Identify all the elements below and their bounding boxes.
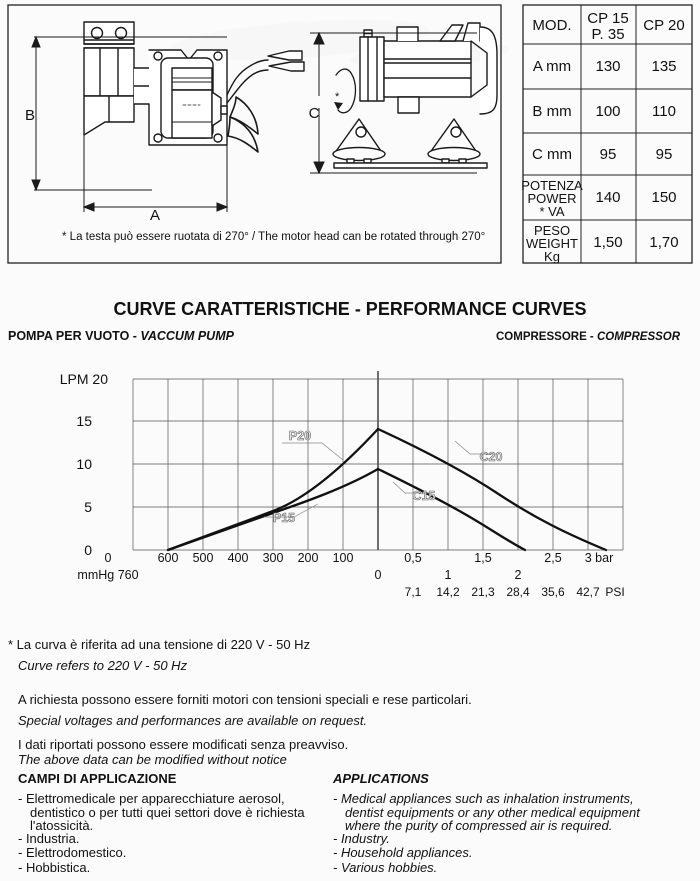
svg-text:35,6: 35,6 [541, 585, 565, 599]
svg-text:C: C [309, 105, 320, 122]
svg-text:C20: C20 [480, 450, 503, 464]
svg-text:28,4: 28,4 [506, 585, 530, 599]
svg-text:0: 0 [375, 568, 382, 582]
svg-text:150: 150 [651, 189, 676, 206]
svg-text:15: 15 [76, 413, 92, 429]
svg-text:* La testa può essere ruotata: * La testa può essere ruotata di 270° / … [62, 231, 485, 243]
svg-text:CP 20: CP 20 [643, 17, 684, 34]
svg-text:- Industry.: - Industry. [333, 831, 390, 846]
svg-text:P15: P15 [273, 511, 295, 525]
svg-text:POMPA PER VUOTO - VACCUM PUMP: POMPA PER VUOTO - VACCUM PUMP [8, 329, 235, 343]
svg-text:1,5: 1,5 [474, 551, 491, 565]
svg-text:42,7: 42,7 [576, 585, 600, 599]
svg-text:0: 0 [84, 542, 92, 558]
svg-text:10: 10 [76, 456, 92, 472]
svg-text:100: 100 [333, 551, 354, 565]
svg-text:P20: P20 [289, 429, 311, 443]
svg-text:5: 5 [84, 499, 92, 515]
svg-text:APPLICATIONS: APPLICATIONS [332, 771, 429, 786]
svg-text:2,5: 2,5 [544, 551, 561, 565]
svg-text:C mm: C mm [532, 146, 572, 163]
svg-text:*: * [335, 91, 340, 103]
svg-text:- Elettromedicale per apparecc: - Elettromedicale per apparecchiature ae… [18, 791, 285, 806]
svg-text:- Elettrodomestico.: - Elettrodomestico. [18, 845, 126, 860]
svg-text:200: 200 [298, 551, 319, 565]
svg-text:95: 95 [656, 146, 673, 163]
svg-text:110: 110 [652, 103, 676, 120]
svg-text:B mm: B mm [532, 103, 571, 120]
svg-text:0,5: 0,5 [404, 551, 421, 565]
svg-text:CP 15: CP 15 [587, 10, 628, 27]
svg-text:- Industria.: - Industria. [18, 831, 79, 846]
svg-text:300: 300 [263, 551, 284, 565]
svg-text:A mm: A mm [533, 58, 571, 75]
svg-text:PSI: PSI [605, 585, 624, 599]
svg-text:21,3: 21,3 [471, 585, 495, 599]
svg-text:1,50: 1,50 [593, 234, 622, 251]
svg-text:* La curva è riferita ad una t: * La curva è riferita ad una tensione di… [8, 637, 310, 652]
svg-text:Curve refers to 220 V - 50 Hz: Curve refers to 220 V - 50 Hz [18, 658, 188, 673]
svg-text:B: B [25, 107, 35, 124]
svg-text:The above data can be modified: The above data can be modified without n… [18, 752, 287, 767]
svg-text:95: 95 [600, 146, 617, 163]
svg-text:1,70: 1,70 [649, 234, 678, 251]
svg-text:mmHg 760: mmHg 760 [77, 568, 138, 582]
svg-text:* VA: * VA [539, 204, 564, 219]
svg-text:- Hobbistica.: - Hobbistica. [18, 860, 90, 875]
svg-text:14,2: 14,2 [436, 585, 460, 599]
svg-text:- Various hobbies.: - Various hobbies. [333, 860, 437, 875]
svg-text:LPM 20: LPM 20 [60, 371, 108, 387]
svg-text:CAMPI DI APPLICAZIONE: CAMPI DI APPLICAZIONE [18, 771, 177, 786]
svg-text:COMPRESSORE - COMPRESSOR: COMPRESSORE - COMPRESSOR [496, 331, 681, 343]
svg-text:- Household appliances.: - Household appliances. [333, 845, 472, 860]
svg-text:7,1: 7,1 [405, 585, 422, 599]
svg-text:A richiesta possono essere for: A richiesta possono essere forniti motor… [18, 692, 472, 707]
svg-text:130: 130 [595, 58, 620, 75]
svg-text:3 bar: 3 bar [585, 551, 614, 565]
svg-text:1: 1 [445, 568, 452, 582]
svg-text:2: 2 [515, 568, 522, 582]
svg-text:500: 500 [193, 551, 214, 565]
svg-text:Special voltages and performan: Special voltages and performances are av… [18, 713, 367, 728]
svg-text:- Medical appliances such as i: - Medical appliances such as inhalation … [333, 791, 634, 806]
svg-text:C15: C15 [413, 489, 436, 503]
svg-text:MOD.: MOD. [532, 17, 571, 34]
svg-text:140: 140 [595, 189, 620, 206]
svg-text:100: 100 [595, 103, 620, 120]
svg-text:400: 400 [228, 551, 249, 565]
svg-text:0: 0 [105, 551, 112, 565]
svg-text:135: 135 [651, 58, 676, 75]
svg-text:A: A [150, 207, 160, 224]
svg-text:CURVE CARATTERISTICHE - PERFOR: CURVE CARATTERISTICHE - PERFORMANCE CURV… [113, 299, 586, 319]
svg-text:Kg: Kg [544, 249, 560, 264]
svg-text:P. 35: P. 35 [591, 26, 624, 43]
svg-text:600: 600 [158, 551, 179, 565]
svg-text:I dati riportati possono esser: I dati riportati possono essere modifica… [18, 737, 348, 752]
